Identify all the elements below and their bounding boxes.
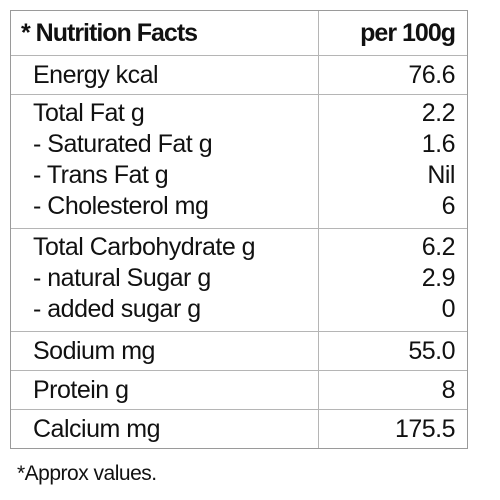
- nutrient-label: - natural Sugar g: [33, 264, 211, 292]
- nutrient-value-cell: 2.2 1.6 Nil 6: [319, 95, 467, 228]
- per-100g-header: per 100g: [360, 18, 456, 47]
- nutrient-name-cell: Energy kcal: [11, 56, 319, 94]
- nutrient-value: 0: [441, 295, 456, 323]
- approx-values-footnote: *Approx values.: [17, 462, 157, 485]
- table-row-energy: Energy kcal 76.6: [11, 55, 467, 94]
- nutrient-name-cell: Total Carbohydrate g - natural Sugar g -…: [11, 229, 319, 331]
- nutrient-value-cell: 6.2 2.9 0: [319, 229, 467, 331]
- nutrient-value-cell: 55.0: [319, 332, 467, 370]
- nutrient-label: Protein g: [33, 376, 129, 404]
- nutrient-label: Total Fat g: [33, 99, 145, 127]
- nutrient-label: - Trans Fat g: [33, 161, 169, 189]
- nutrient-label: - added sugar g: [33, 295, 201, 323]
- nutrient-name-cell: Protein g: [11, 371, 319, 409]
- nutrient-label: - Saturated Fat g: [33, 130, 213, 158]
- nutrition-facts-table: * Nutrition Facts per 100g Energy kcal 7…: [10, 10, 468, 449]
- table-row-protein: Protein g 8: [11, 370, 467, 409]
- nutrient-name-cell: Total Fat g - Saturated Fat g - Trans Fa…: [11, 95, 319, 228]
- nutrient-value-cell: 8: [319, 371, 467, 409]
- nutrient-value: 1.6: [421, 130, 456, 158]
- nutrient-name-cell: Sodium mg: [11, 332, 319, 370]
- table-row-carbohydrate-group: Total Carbohydrate g - natural Sugar g -…: [11, 228, 467, 331]
- nutrient-value: Nil: [427, 161, 455, 189]
- nutrient-label: Calcium mg: [33, 415, 160, 443]
- nutrient-label: Total Carbohydrate g: [33, 233, 256, 261]
- nutrient-value: 55.0: [408, 337, 455, 365]
- table-title: * Nutrition Facts: [11, 11, 319, 55]
- table-row-sodium: Sodium mg 55.0: [11, 331, 467, 370]
- nutrient-value: 6.2: [421, 233, 456, 261]
- nutrient-value: 2.2: [421, 99, 456, 127]
- nutrient-value: 6: [441, 192, 456, 220]
- nutrient-name-cell: Calcium mg: [11, 410, 319, 448]
- nutrient-value: 2.9: [421, 264, 456, 292]
- table-row-calcium: Calcium mg 175.5: [11, 409, 467, 448]
- nutrient-label: - Cholesterol mg: [33, 192, 209, 220]
- nutrient-value: 76.6: [408, 61, 455, 89]
- nutrient-label: Sodium mg: [33, 337, 155, 365]
- nutrient-value: 8: [441, 376, 456, 404]
- header-row: * Nutrition Facts per 100g: [11, 11, 467, 55]
- nutrient-value-cell: 175.5: [319, 410, 467, 448]
- nutrient-label: Energy kcal: [33, 61, 159, 89]
- table-row-fat-group: Total Fat g - Saturated Fat g - Trans Fa…: [11, 94, 467, 228]
- nutrient-value-cell: 76.6: [319, 56, 467, 94]
- nutrient-value: 175.5: [394, 415, 456, 443]
